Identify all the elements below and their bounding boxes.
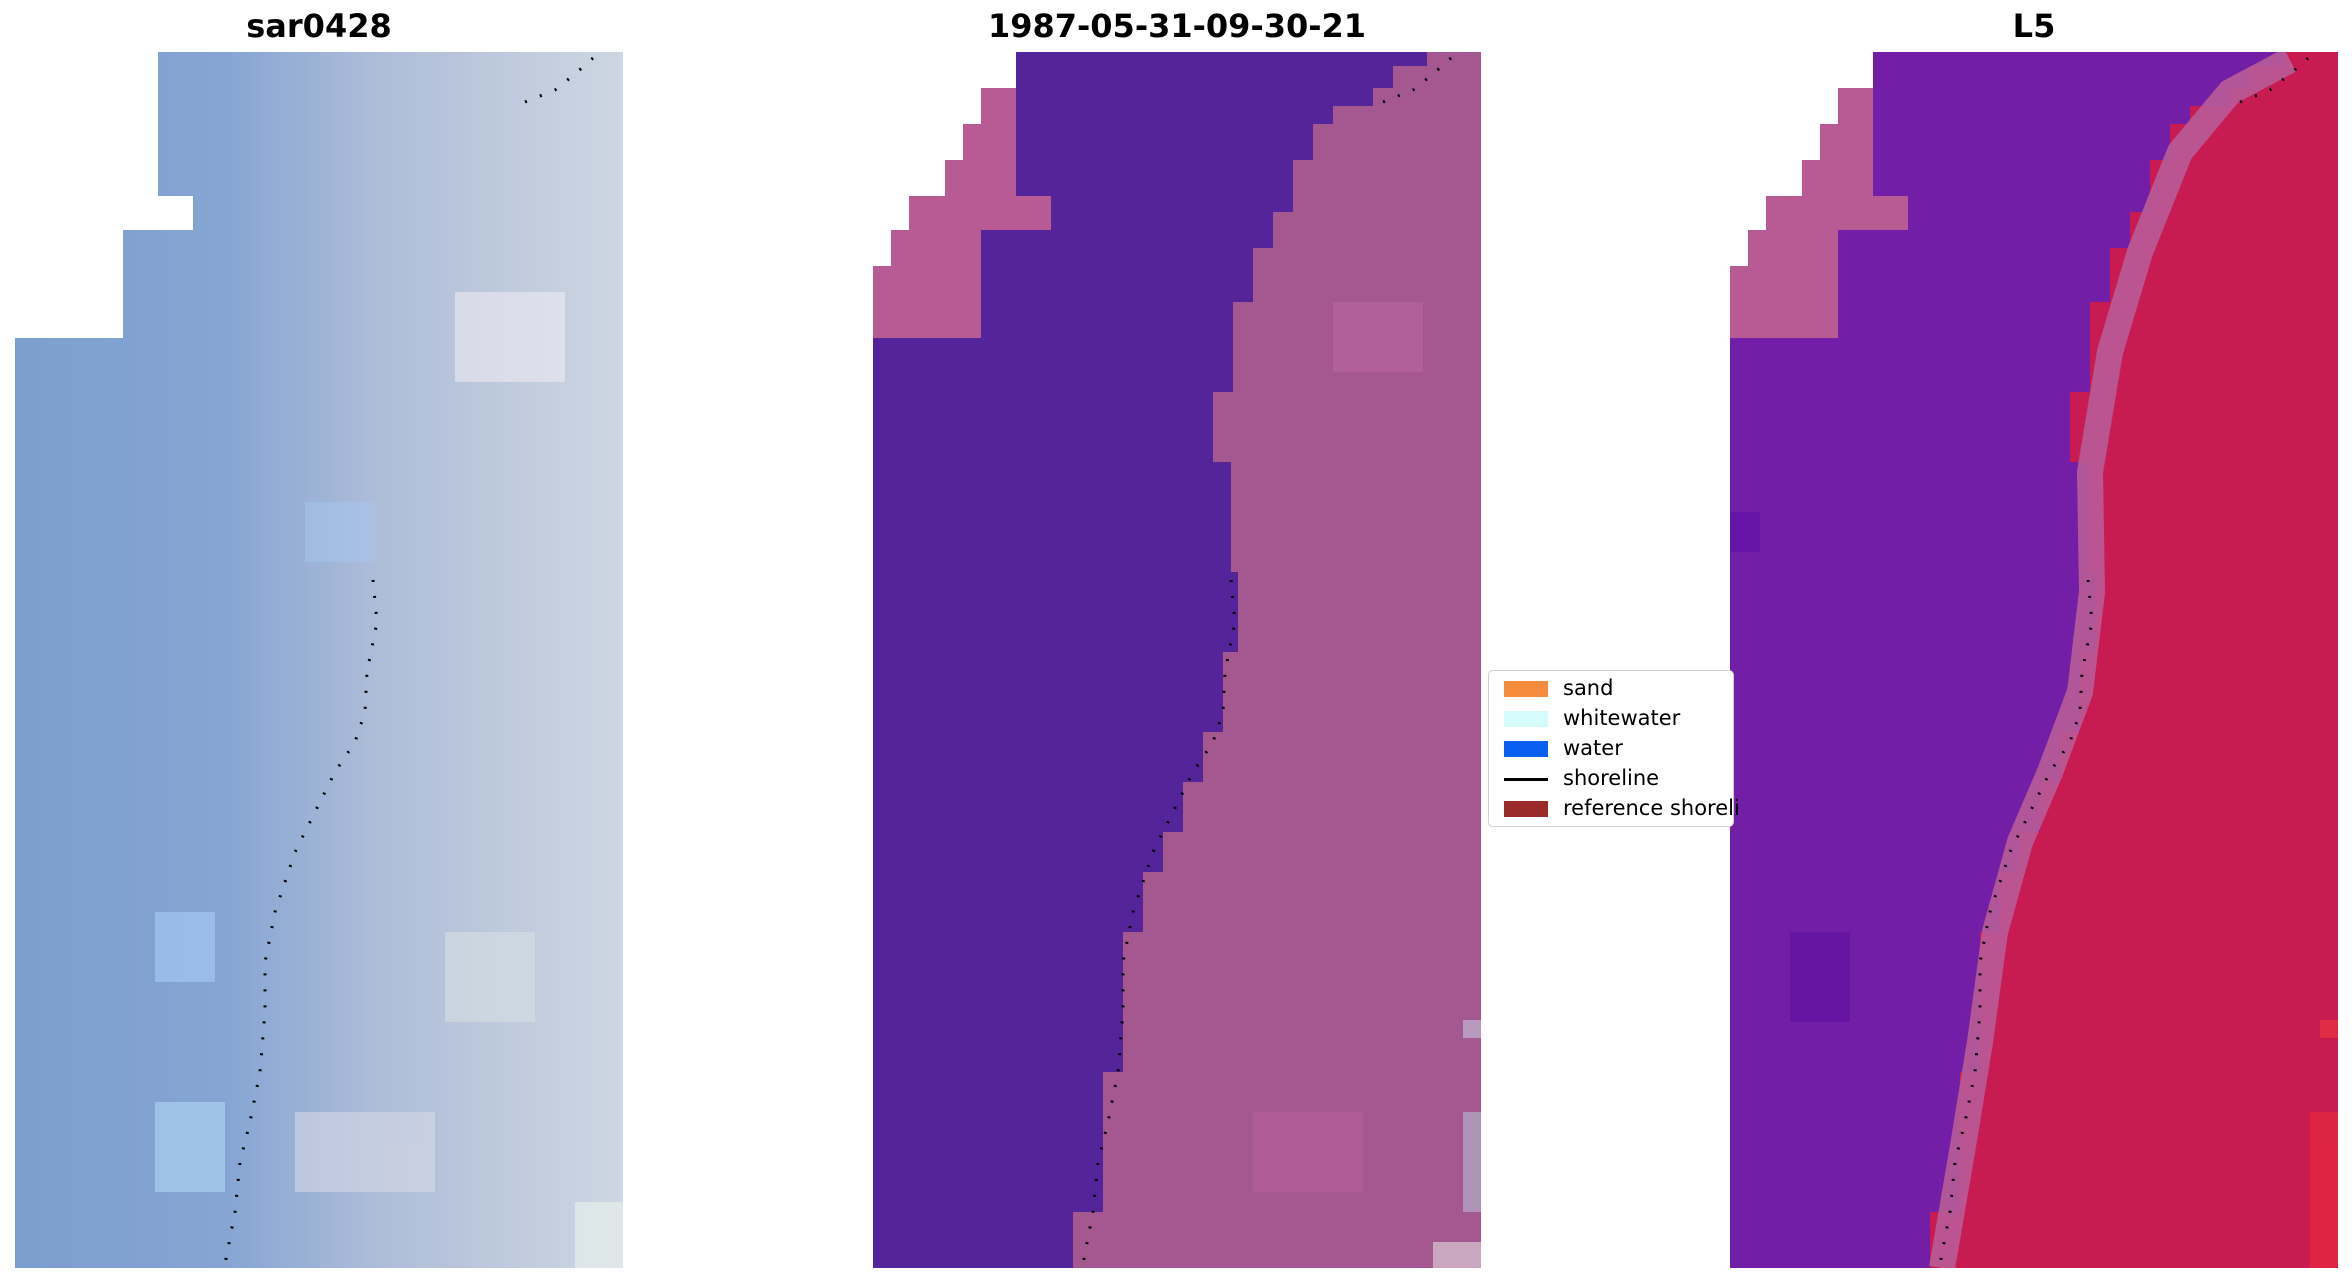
legend-label: shoreline (1563, 766, 1660, 790)
legend-label: reference shoreli (1563, 796, 1740, 820)
nodata-region (873, 52, 1051, 338)
panel-title-classified: 1987-05-31-09-30-21 (987, 7, 1367, 45)
legend-item-sand: sand (1497, 675, 1737, 701)
rgb-image-panel (15, 52, 623, 1268)
shoreline-dots (1938, 56, 2309, 1265)
rgb-texture (155, 292, 623, 1268)
classified-image-panel (873, 52, 1481, 1268)
legend-item-whitewater: whitewater (1497, 705, 1737, 731)
land-texture (1253, 302, 1481, 1268)
shoreline-dots (223, 56, 594, 1265)
index-texture (1730, 512, 2338, 1268)
whitewater-swatch (1504, 711, 1548, 727)
shoreline-dots (1081, 56, 1452, 1265)
legend: sand whitewater water shoreline referenc… (1488, 670, 1740, 827)
index-land-region (1930, 52, 2338, 1268)
legend-item-shoreline: shoreline (1497, 765, 1737, 791)
panel-title-rgb: sar0428 (246, 7, 392, 45)
rgb-image-area (15, 52, 623, 1268)
legend-item-reference-shoreline: reference shoreli (1497, 795, 1740, 821)
legend-label: water (1563, 736, 1623, 760)
sand-swatch (1504, 681, 1548, 697)
water-region (873, 52, 1427, 1268)
index-water-region (1730, 52, 2284, 1268)
legend-item-water: water (1497, 735, 1737, 761)
panel-title-index: L5 (2012, 7, 2056, 45)
shoreline-line-swatch (1504, 778, 1548, 781)
transition-band (1929, 52, 2297, 1268)
reference-shoreline-swatch (1504, 801, 1548, 817)
water-swatch (1504, 741, 1548, 757)
legend-label: whitewater (1563, 706, 1681, 730)
index-image-panel (1730, 52, 2338, 1268)
nodata-region (1730, 52, 1908, 338)
legend-label: sand (1563, 676, 1614, 700)
